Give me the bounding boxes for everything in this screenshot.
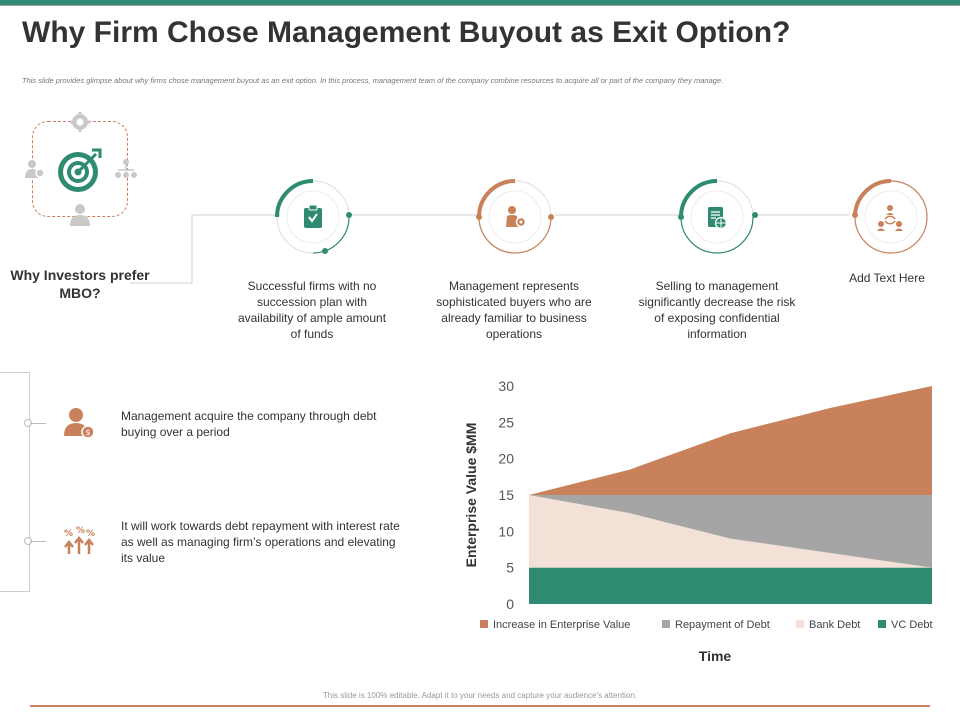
svg-text:%: %: [76, 526, 85, 536]
legend-label: VC Debt: [891, 619, 933, 631]
y-axis-title: Enterprise Value $MM: [463, 423, 479, 568]
person-gear-icon: [506, 206, 527, 228]
svg-text:%: %: [86, 529, 95, 539]
percent-arrows-icon: % % %: [64, 526, 95, 554]
target-icon: [58, 148, 102, 192]
y-tick-label: 5: [506, 560, 514, 576]
bullet-2-line: [30, 541, 46, 542]
area-vc-debt: [529, 567, 932, 604]
area-bank-debt: [529, 495, 932, 568]
y-tick-label: 30: [498, 378, 514, 394]
legend-swatch: [878, 620, 886, 628]
page-subtitle: This slide provides glimpse about why fi…: [22, 76, 724, 85]
gear-icon: [70, 112, 90, 132]
document-globe-icon: [708, 207, 728, 230]
hub-label: Why Investors prefer MBO?: [10, 267, 150, 301]
area-increase-in-enterprise-value: [529, 386, 932, 495]
y-tick-label: 20: [498, 451, 514, 467]
person-coin-icon: $: [64, 408, 95, 439]
enterprise-value-chart: 30 25 20 15 10 5 0 Enterprise Value $MM Increase…: [463, 378, 933, 664]
y-tick-label: 10: [498, 523, 514, 539]
legend-label: Increase in Enterprise Value: [493, 619, 630, 631]
bottom-accent-bar: [30, 705, 930, 707]
bullet-2-text: It will work towards debt repayment with…: [121, 519, 400, 565]
y-tick-label: 0: [506, 596, 514, 612]
legend-label: Repayment of Debt: [675, 619, 770, 631]
svg-text:%: %: [64, 529, 73, 539]
page-title: Why Firm Chose Management Buyout as Exit…: [22, 16, 791, 49]
person-gear-icon: [25, 160, 45, 178]
top-accent-bar: [0, 0, 960, 5]
businessman-icon: [70, 204, 90, 226]
legend-swatch: [662, 620, 670, 628]
svg-text:$: $: [85, 428, 90, 437]
legend-swatch: [480, 620, 488, 628]
step-4-text: Add Text Here: [849, 271, 925, 285]
org-chart-icon: [115, 159, 137, 178]
people-network-icon: [877, 205, 903, 231]
y-tick-label: 15: [498, 487, 514, 503]
bullet-1-line: [30, 423, 46, 424]
step-connector: [130, 214, 850, 284]
step-2-text: Management represents sophisticated buye…: [436, 279, 592, 341]
legend-label: Bank Debt: [809, 619, 860, 631]
y-tick-label: 25: [498, 414, 514, 430]
bullets-bracket: [0, 372, 30, 592]
step-1-text: Successful firms with no succession plan…: [237, 279, 387, 341]
step-3-text: Selling to management significantly decr…: [638, 279, 796, 341]
top-accent-line: [0, 5, 960, 6]
x-axis-title: Time: [699, 648, 732, 664]
clipboard-icon: [304, 205, 322, 228]
legend-swatch: [796, 620, 804, 628]
bullet-1-text: Management acquire the company through d…: [121, 409, 377, 439]
footer-note: This slide is 100% editable. Adapt it to…: [322, 691, 638, 700]
